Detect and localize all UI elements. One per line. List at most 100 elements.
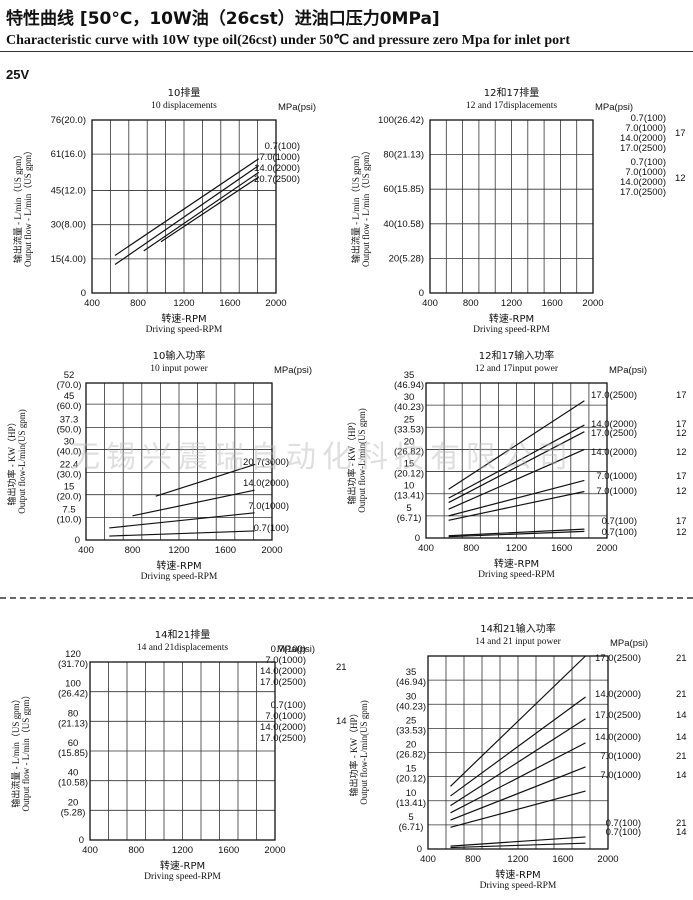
plot-frame [427,655,609,850]
legend-label: 14.0(2000) [595,732,641,743]
legend-label: 0.7(100) [271,700,306,711]
legend-label: 7.0(1000) [625,167,666,178]
x-tick-label: 1600 [552,854,573,865]
chart-10-input-power: 10输入功率 10 input power MPa(psi) 400 800 1200 16… [6,349,312,582]
chart-14-21-input-power: 14和21输入功率 14 and 21 input power MPa(psi) 40… [348,622,687,891]
series-line [450,718,586,807]
legend-label: 0.7(100) [631,113,666,124]
legend-group-label: 17 [676,390,687,401]
page-title: 特性曲线 [50°C，10W油（26cst）进油口压力0MPa] [6,9,440,29]
legend-group-label: 14 [676,827,687,838]
legend-group-label: 14 [676,770,687,781]
legend-label: 17.0(2500) [595,710,641,721]
legend-label: 20.7(2500) [254,174,300,185]
legend-group-label: 12 [676,486,687,497]
series-line [114,158,260,256]
x-tick-label: 800 [463,298,479,309]
y-tick-label: 30 [406,691,417,702]
unit-label: MPa(psi) [277,644,315,655]
legend-label: 0.7(100) [606,827,641,838]
series-line [143,171,260,252]
y-tick-label: 22.4 [60,459,79,470]
legend-label: 17.0(2500) [591,428,637,439]
legend-label: 7.0(1000) [600,751,641,762]
series-line [450,836,586,847]
legend-group-label: 17 [675,128,686,139]
plot-frame [89,661,276,841]
unit-label: MPa(psi) [595,102,633,113]
legend-label: 14.0(2000) [260,722,306,733]
y-tick-label: (21.13) [58,718,88,729]
y-tick-label: (46.94) [394,380,424,391]
legend-label: 17.0(2500) [595,653,641,664]
series-line [448,448,585,510]
legend-label: 0.7(100) [254,523,289,534]
x-tick-label: 2000 [596,543,617,554]
x-axis-label-en: Driving speed-RPM [141,572,218,582]
y-tick-label: (33.53) [394,424,424,435]
y-tick-label: 20(5.28) [389,253,424,264]
series-line [132,489,255,517]
y-tick-label: 37.3 [60,414,79,425]
y-tick-label: (40.0) [57,446,82,457]
legend-label: 14.0(2000) [595,689,641,700]
x-tick-label: 2000 [265,298,286,309]
series-line [448,490,585,521]
series-line [450,766,586,821]
legend-group-label: 17 [676,419,687,430]
x-tick-label: 400 [78,545,94,556]
y-tick-label: (5.28) [61,807,86,818]
chart-subtitle: 12 and 17input power [475,364,559,374]
legend-label: 14.0(2000) [260,666,306,677]
legend-group-label: 21 [676,689,687,700]
y-tick-label: (26.42) [58,689,88,700]
plot-frame [85,382,273,541]
y-axis-label-en: Output flow - L/min（US gpm） [361,146,371,267]
y-tick-label: 45(12.0) [51,186,86,197]
legend-label: 17.0(2500) [620,187,666,198]
legend-label: 14.0(2000) [591,447,637,458]
y-tick-label: 30 [404,392,415,403]
y-axis-label: 输出功率 - KW（HP） [346,417,357,505]
y-tick-label: (20.0) [57,492,82,503]
x-tick-label: 800 [125,545,141,556]
y-tick-label: 80(21.13) [383,150,424,161]
y-tick-label: 120 [65,649,81,660]
plot-frame [91,119,277,294]
y-tick-label: 15 [64,482,75,493]
series-line [450,842,586,849]
y-tick-label: (40.23) [394,402,424,413]
y-tick-label: (60.0) [57,401,82,412]
x-tick-label: 1600 [219,298,240,309]
x-tick-label: 400 [84,298,100,309]
legend-label: 7.0(1000) [600,770,641,781]
chart-title: 10输入功率 [153,349,206,362]
chart-subtitle: 10 input power [150,364,208,374]
y-tick-label: 0 [81,288,86,299]
legend-label: 14.0(2000) [620,133,666,144]
y-tick-label: (6.71) [397,513,422,524]
legend-group-label: 17 [676,516,687,527]
legend-label: 7.0(1000) [265,711,306,722]
legend-label: 17.0(2500) [591,390,637,401]
x-tick-label: 1200 [172,845,193,856]
y-axis-label: 输出流量 - L/min（US gpm） [10,694,21,807]
series-line [155,463,255,497]
y-tick-label: 30 [64,436,75,447]
x-tick-label: 1200 [501,298,522,309]
legend-group-label: 21 [336,662,347,673]
legend-group-label: 21 [676,818,687,829]
x-axis-label-en: Driving speed-RPM [146,325,223,335]
legend-group-label: 12 [675,173,686,184]
chart-subtitle: 14 and 21displacements [137,643,229,653]
y-axis-label: 输出流量 - L/min（US gpm） [12,150,23,263]
series-line [109,512,255,529]
x-axis-label-en: Driving speed-RPM [478,570,555,580]
y-tick-label: 35 [404,370,415,381]
voltage-label: 25V [6,67,30,82]
legend-label: 0.7(100) [271,644,306,655]
x-tick-label: 800 [465,854,481,865]
y-tick-label: (13.41) [396,798,426,809]
legend-group-label: 17 [676,471,687,482]
y-tick-label: 35 [406,667,417,678]
